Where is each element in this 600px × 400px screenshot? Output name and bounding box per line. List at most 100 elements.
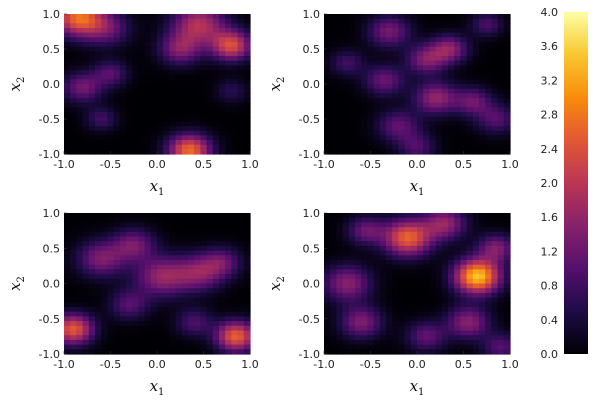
heatmap-cell bbox=[342, 255, 350, 261]
heatmap-cell bbox=[206, 236, 214, 242]
heatmap-cell bbox=[150, 126, 158, 132]
heatmap-cell bbox=[188, 32, 195, 38]
heatmap-cell bbox=[64, 236, 71, 242]
heatmap-cell bbox=[126, 126, 133, 132]
heatmap-cell bbox=[70, 126, 77, 132]
heatmap-cell bbox=[88, 79, 96, 85]
heatmap-cell bbox=[101, 241, 108, 247]
heatmap-cell bbox=[64, 231, 71, 238]
heatmap-cell bbox=[454, 23, 461, 29]
heatmap-cell bbox=[126, 292, 133, 299]
heatmap-cell bbox=[243, 283, 251, 289]
heatmap-cell bbox=[138, 307, 146, 313]
heatmap-cell bbox=[113, 288, 121, 294]
heatmap-cell bbox=[448, 227, 455, 233]
heatmap-cell bbox=[410, 335, 418, 341]
heatmap-cell bbox=[82, 222, 90, 228]
heatmap-cell bbox=[163, 292, 170, 299]
heatmap-cell bbox=[175, 264, 183, 270]
heatmap-cell bbox=[386, 213, 393, 219]
heatmap-cell bbox=[64, 260, 71, 266]
heatmap-cell bbox=[95, 60, 102, 66]
heatmap-cell bbox=[64, 126, 71, 132]
heatmap-cell bbox=[410, 241, 418, 247]
heatmap-cell bbox=[95, 213, 102, 219]
heatmap-cell bbox=[361, 144, 368, 150]
heatmap-cell bbox=[466, 107, 474, 113]
heatmap-cell bbox=[138, 213, 146, 219]
heatmap-cell bbox=[404, 297, 412, 303]
heatmap-cell bbox=[398, 14, 406, 20]
heatmap-cell bbox=[95, 32, 102, 38]
heatmap-cell bbox=[330, 60, 337, 66]
heatmap-cell bbox=[423, 51, 430, 57]
heatmap-cell bbox=[181, 292, 189, 299]
heatmap-cell bbox=[435, 126, 443, 132]
heatmap-cell bbox=[472, 344, 480, 350]
heatmap-cell bbox=[132, 278, 139, 285]
heatmap-cell bbox=[219, 325, 226, 332]
heatmap-cell bbox=[200, 74, 208, 80]
y-tick-label: -1.0 bbox=[39, 348, 60, 361]
heatmap-cell bbox=[188, 227, 195, 233]
heatmap-cell bbox=[70, 283, 77, 289]
heatmap-cell bbox=[503, 32, 511, 38]
heatmap-cell bbox=[448, 269, 455, 275]
heatmap-cell bbox=[188, 269, 195, 275]
heatmap-cell bbox=[379, 217, 387, 223]
heatmap-cell bbox=[206, 102, 214, 108]
heatmap-cell bbox=[175, 102, 183, 108]
heatmap-cell bbox=[237, 88, 245, 94]
heatmap-cell bbox=[441, 316, 449, 322]
heatmap-cell bbox=[144, 344, 152, 350]
heatmap-cell bbox=[379, 112, 387, 118]
heatmap-cell bbox=[181, 278, 189, 285]
heatmap-cell bbox=[88, 344, 96, 350]
heatmap-cell bbox=[188, 217, 195, 223]
heatmap-cell bbox=[423, 98, 430, 104]
heatmap-cell bbox=[367, 278, 375, 285]
heatmap-cell bbox=[95, 88, 102, 94]
heatmap-cell bbox=[169, 278, 177, 285]
heatmap-cell bbox=[324, 37, 331, 43]
heatmap-cell bbox=[237, 227, 245, 233]
heatmap-cell bbox=[70, 231, 77, 238]
heatmap-cell bbox=[497, 213, 505, 219]
heatmap-cell bbox=[367, 339, 375, 346]
heatmap-cell bbox=[454, 330, 461, 336]
heatmap-cell bbox=[82, 269, 90, 275]
heatmap-cell bbox=[212, 325, 220, 332]
heatmap-cell bbox=[101, 264, 108, 270]
heatmap-cell bbox=[113, 102, 121, 108]
heatmap-cell bbox=[367, 264, 375, 270]
heatmap-cell bbox=[206, 60, 214, 66]
heatmap-cell bbox=[497, 14, 505, 20]
heatmap-cell bbox=[132, 288, 139, 294]
heatmap-cell bbox=[101, 93, 108, 99]
heatmap-cell bbox=[181, 18, 189, 24]
heatmap-cell bbox=[466, 245, 474, 252]
heatmap-cell bbox=[206, 51, 214, 57]
heatmap-cell bbox=[82, 297, 90, 303]
heatmap-cell bbox=[175, 135, 183, 141]
heatmap-cell bbox=[466, 130, 474, 136]
heatmap-cell bbox=[348, 112, 356, 118]
heatmap-cell bbox=[119, 227, 127, 233]
heatmap-cell bbox=[107, 217, 115, 223]
heatmap-cell bbox=[491, 116, 499, 122]
heatmap-cell bbox=[138, 241, 146, 247]
heatmap-cell bbox=[113, 349, 121, 355]
heatmap-cell bbox=[157, 255, 164, 261]
heatmap-cell bbox=[460, 93, 468, 99]
heatmap-cell bbox=[82, 278, 90, 285]
heatmap-cell bbox=[200, 65, 208, 71]
heatmap-cell bbox=[423, 112, 430, 118]
heatmap-cell bbox=[175, 236, 183, 242]
heatmap-cell bbox=[435, 339, 443, 346]
heatmap-cell bbox=[70, 144, 77, 150]
heatmap-cell bbox=[373, 236, 381, 242]
heatmap-cell bbox=[448, 98, 455, 104]
heatmap-cell bbox=[491, 70, 499, 76]
heatmap-cell bbox=[454, 288, 461, 294]
heatmap-cell bbox=[324, 116, 331, 122]
